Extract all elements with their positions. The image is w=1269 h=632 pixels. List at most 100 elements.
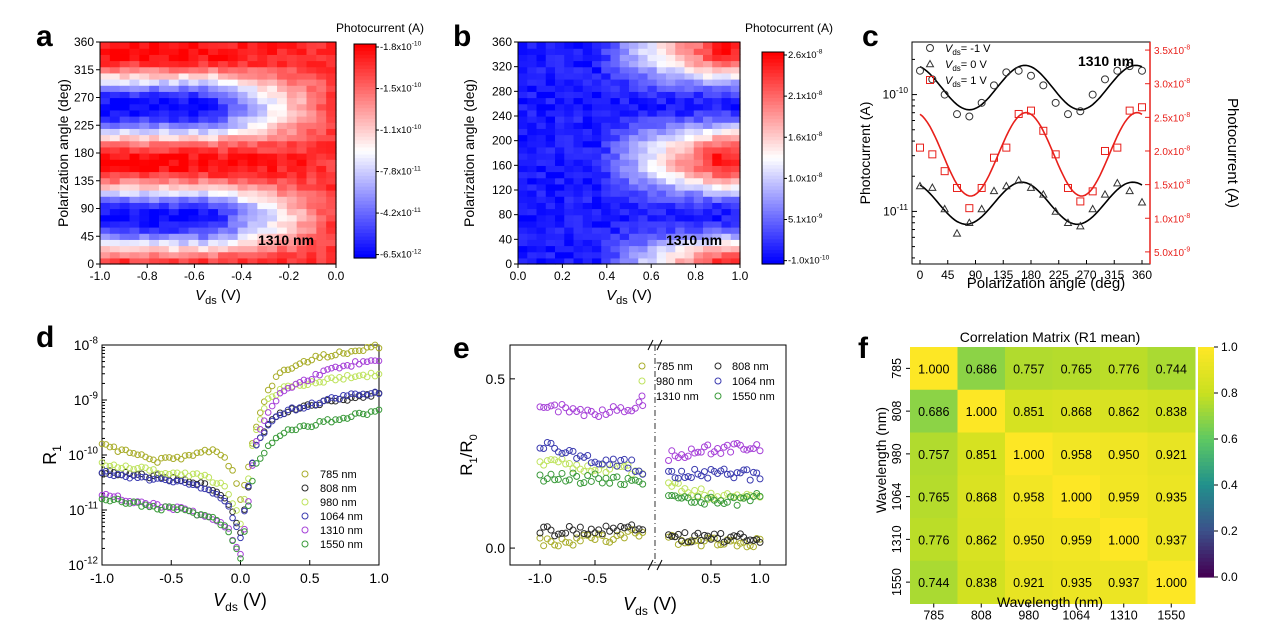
heatmap-cell [582, 128, 593, 136]
heatmap-cell [610, 122, 621, 129]
data-point [569, 526, 577, 534]
data-point [756, 447, 764, 455]
heatmap-cell [573, 257, 584, 265]
heatmap-cell [316, 146, 327, 154]
heatmap-cell [721, 48, 732, 55]
data-point-square [928, 150, 937, 159]
heatmap-cell [109, 153, 121, 160]
heatmap-cell [208, 122, 219, 129]
data-point [624, 461, 632, 469]
heatmap-cell [582, 72, 593, 80]
data-point [540, 461, 548, 469]
colorbar-segment [762, 108, 784, 113]
legend-label: 1550 nm [732, 391, 775, 403]
heatmap-cell [564, 79, 575, 86]
heatmap-cell [119, 196, 131, 203]
data-point [118, 498, 126, 506]
data-point [367, 393, 375, 400]
heatmap-cell [286, 134, 298, 142]
data-point [102, 467, 110, 475]
heatmap-cell [647, 140, 658, 148]
heatmap-cell [267, 165, 278, 173]
colorbar-segment [1198, 350, 1214, 356]
heatmap-cell [656, 134, 667, 142]
heatmap-cell [296, 91, 308, 99]
heatmap-cell [582, 146, 593, 154]
colorbar-segment [354, 68, 376, 74]
heatmap-cell [666, 165, 676, 173]
heatmap-cell [149, 66, 160, 74]
heatmap-cell [227, 48, 239, 55]
heatmap-cell [675, 239, 686, 247]
colorbar-segment [762, 105, 784, 110]
heatmap-cell [257, 134, 268, 142]
heatmap-cell [198, 171, 209, 179]
data-point [280, 410, 288, 418]
y-axis-label-d: R1 [40, 445, 64, 465]
data-point [138, 473, 145, 481]
heatmap-cell [545, 227, 556, 234]
heatmap-cell [675, 177, 686, 185]
heatmap-cell [277, 153, 288, 160]
heatmap-cell [545, 153, 556, 160]
data-point [284, 384, 292, 392]
heatmap-cell [666, 183, 676, 191]
heatmap-cell [237, 42, 249, 49]
heatmap-cell [582, 220, 593, 228]
colorbar-segment [1198, 496, 1214, 501]
heatmap-cell [555, 257, 565, 265]
heatmap-cell [730, 159, 741, 166]
heatmap-cell [592, 140, 602, 148]
colorbar-segment [354, 108, 376, 113]
heatmap-cell [666, 42, 676, 49]
heatmap-cell [129, 48, 140, 55]
heatmap-cell [188, 220, 199, 228]
heatmap-cell [730, 116, 741, 123]
heatmap-cell [564, 140, 575, 148]
heatmap-cell [675, 72, 686, 80]
data-point [165, 454, 173, 461]
heatmap-cell [527, 109, 538, 117]
heatmap-cell [100, 85, 111, 92]
heatmap-cell [638, 85, 649, 92]
colorbar-title-a: Photocurrent (A) [336, 21, 424, 35]
data-point [106, 471, 114, 479]
heatmap-cell [629, 54, 639, 62]
y-tick-label: 0 [505, 257, 512, 271]
heatmap-cell [703, 122, 713, 129]
data-point-triangle [927, 183, 937, 191]
heatmap-cell [712, 116, 723, 123]
data-point-square [990, 153, 998, 162]
y-tick-label: 240 [492, 109, 512, 123]
heatmap-cell [610, 60, 621, 68]
heatmap-cell [198, 208, 209, 216]
x-tick-label: -0.4 [231, 269, 252, 283]
data-point [268, 393, 276, 400]
y-tick-label-left: 10-11 [883, 202, 908, 218]
heatmap-cell [178, 140, 190, 148]
data-point [256, 426, 264, 433]
data-point [671, 474, 679, 482]
heatmap-cell [267, 85, 278, 92]
heatmap-cell [237, 128, 249, 136]
heatmap-cell [638, 239, 649, 247]
colorbar-segment [1198, 442, 1214, 448]
data-point [348, 348, 355, 355]
heatmap-cell [178, 85, 190, 92]
heatmap-cell [573, 79, 584, 86]
data-point [284, 366, 292, 374]
heatmap-cell [119, 177, 131, 185]
heatmap-cell [277, 227, 288, 234]
heatmap-cell [286, 171, 298, 179]
matrix-cell [1005, 389, 1053, 433]
heatmap-cell [129, 233, 140, 240]
heatmap-cell [149, 214, 160, 222]
heatmap-cell [703, 91, 713, 99]
heatmap-cell [527, 171, 538, 179]
y-tick-label: 360 [492, 35, 512, 49]
heatmap-cell [208, 183, 219, 191]
heatmap-cell [666, 122, 676, 129]
heatmap-cell [267, 72, 278, 80]
heatmap-cell [306, 103, 317, 111]
